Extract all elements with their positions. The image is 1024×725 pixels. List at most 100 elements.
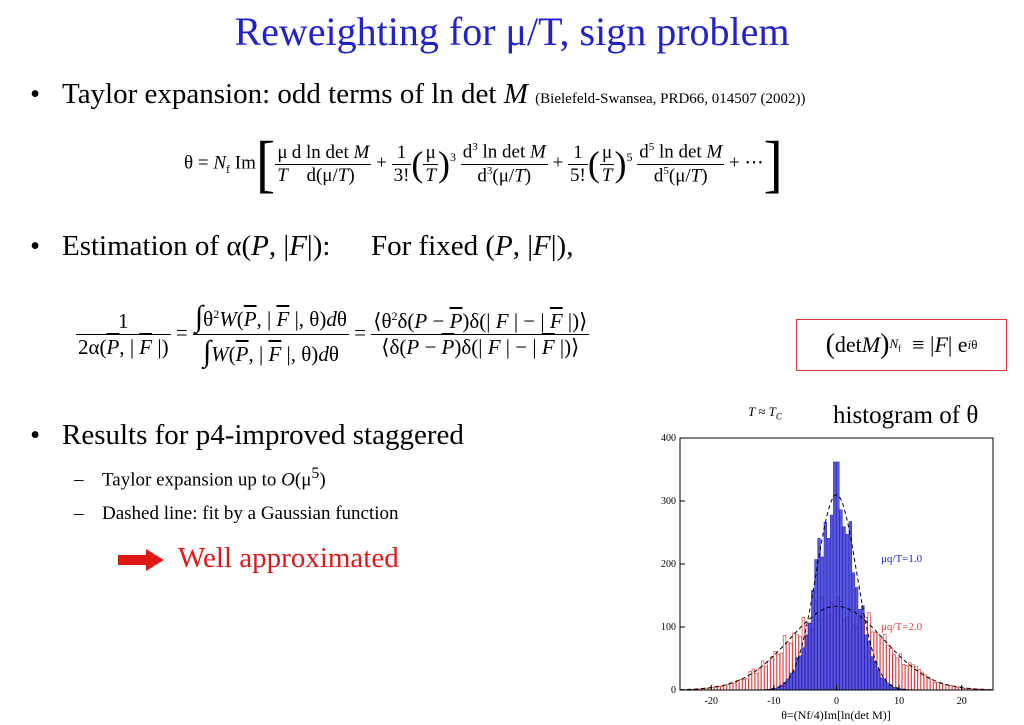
histogram-bar bbox=[848, 521, 853, 691]
y-tick-label: 0 bbox=[671, 685, 676, 696]
histogram-bar bbox=[801, 647, 806, 691]
x-tick-label: 0 bbox=[834, 696, 839, 707]
histogram-bar bbox=[901, 664, 906, 691]
histogram-bar bbox=[836, 461, 840, 691]
bullet-taylor: • Taylor expansion: odd terms of ln det M… bbox=[30, 78, 806, 110]
histogram-bar bbox=[851, 572, 856, 691]
histogram-bar bbox=[895, 657, 899, 691]
histogram-bar bbox=[889, 648, 893, 691]
histogram-bar bbox=[776, 653, 781, 691]
page-title: Reweighting for μ/T, sign problem bbox=[234, 9, 790, 54]
histogram-bar bbox=[823, 521, 827, 691]
histogram-bar bbox=[739, 679, 743, 691]
histogram-bar bbox=[905, 664, 909, 691]
var-f: F bbox=[533, 230, 551, 262]
bullet-text: Estimation of α( bbox=[62, 230, 252, 262]
histogram-bar bbox=[795, 657, 799, 691]
histogram-title: histogram of θ bbox=[833, 402, 979, 429]
histogram-bar bbox=[826, 537, 831, 691]
sub-bullet-taylor: – Taylor expansion up to O(μ5) bbox=[74, 465, 326, 491]
reference: (Bielefeld-Swansea, PRD66, 014507 (2002)… bbox=[535, 91, 806, 107]
histogram-bar bbox=[745, 678, 749, 691]
histogram-bar bbox=[735, 680, 740, 691]
histogram-bar bbox=[948, 684, 953, 691]
histogram-bar bbox=[939, 683, 943, 691]
series-label-1: μq/T=1.0 bbox=[881, 553, 923, 565]
histogram-bar bbox=[876, 669, 881, 691]
bullet-results: • Results for p4-improved staggered bbox=[30, 419, 464, 451]
histogram-bar bbox=[761, 660, 765, 691]
histogram-bar bbox=[908, 662, 912, 691]
histogram-bar bbox=[933, 682, 937, 691]
series-label-2: μq/T=2.0 bbox=[881, 621, 923, 633]
bullet-estimation: • Estimation of α(P, |F|): For fixed (P, … bbox=[30, 230, 574, 262]
histogram-bar bbox=[773, 651, 777, 691]
sub-bullet-text: (μ bbox=[294, 469, 312, 491]
alpha-equation: 1 2α(P, | F |) = ∫θ2W(P, | F |, θ)dθ ∫W(P,… bbox=[76, 300, 590, 368]
histogram-bar bbox=[864, 634, 868, 691]
histogram-bar bbox=[845, 533, 849, 691]
histogram-bar bbox=[792, 670, 796, 691]
conclusion: Well approximated bbox=[118, 542, 399, 575]
var-p: P bbox=[494, 230, 513, 262]
histogram-bar bbox=[945, 684, 950, 691]
x-tick-label: 20 bbox=[957, 696, 967, 707]
temperature-label: T ≈ TC bbox=[748, 404, 782, 422]
var-f: F bbox=[289, 230, 307, 262]
bullet-text: , | bbox=[268, 230, 290, 262]
histogram-bar bbox=[842, 526, 846, 691]
histogram-bar bbox=[858, 609, 862, 691]
temp-sub: C bbox=[775, 411, 782, 422]
histogram-bar bbox=[870, 656, 874, 691]
histogram-bar bbox=[754, 672, 759, 691]
bullet-text: |): bbox=[306, 230, 331, 262]
histogram-bar bbox=[942, 684, 946, 691]
y-tick-label: 100 bbox=[661, 622, 676, 633]
gaussian-fit-line bbox=[679, 605, 994, 691]
var-p: P bbox=[251, 230, 269, 262]
histogram-bar bbox=[804, 634, 809, 691]
x-tick-label: -20 bbox=[705, 696, 718, 707]
histogram-bar bbox=[764, 665, 768, 691]
histogram-bar bbox=[814, 559, 818, 691]
histogram-bar bbox=[732, 682, 737, 691]
x-axis-label: θ=(Nf/4)Im[ln(det M)] bbox=[781, 708, 890, 722]
sub-bullet-text: Taylor expansion up to bbox=[102, 469, 282, 491]
histogram-bar bbox=[855, 587, 859, 691]
histogram-bar bbox=[779, 652, 784, 691]
histogram-bar bbox=[720, 686, 724, 691]
x-tick-label: 10 bbox=[894, 696, 904, 707]
fixed-text: , | bbox=[512, 230, 534, 262]
temp-label-text: T ≈ T bbox=[748, 404, 776, 419]
det-definition-box: (det M) Nf ≡ | F | e iθ bbox=[796, 319, 1007, 371]
histogram-bar bbox=[789, 672, 793, 691]
exponent: 5 bbox=[311, 465, 320, 482]
histogram-bar bbox=[757, 668, 762, 691]
histogram-bar bbox=[886, 682, 890, 691]
bullet-text: Taylor expansion: odd terms of ln det bbox=[62, 78, 504, 110]
big-o: O bbox=[281, 469, 295, 491]
y-tick-label: 400 bbox=[661, 433, 676, 444]
fixed-text: For fixed ( bbox=[370, 230, 495, 262]
histogram-bar bbox=[892, 654, 896, 691]
histogram-bar bbox=[742, 679, 746, 691]
sub-bullet-text: Dashed line: fit by a Gaussian function bbox=[102, 503, 399, 524]
x-tick-label: -10 bbox=[767, 696, 780, 707]
conclusion-text: Well approximated bbox=[178, 542, 399, 574]
histogram-bar bbox=[770, 656, 774, 691]
histogram-bar bbox=[936, 682, 940, 691]
histogram-bar bbox=[829, 514, 834, 691]
histogram-bar bbox=[811, 590, 815, 691]
histogram-bar bbox=[798, 655, 802, 691]
histogram-bar bbox=[911, 664, 915, 691]
histogram-bar bbox=[926, 676, 931, 691]
histogram-bar bbox=[930, 678, 934, 691]
fixed-text: |), bbox=[550, 230, 574, 262]
histogram-bar bbox=[917, 669, 921, 691]
histogram-bar bbox=[820, 556, 824, 691]
histogram-bar bbox=[767, 660, 771, 691]
y-tick-label: 200 bbox=[661, 559, 676, 570]
